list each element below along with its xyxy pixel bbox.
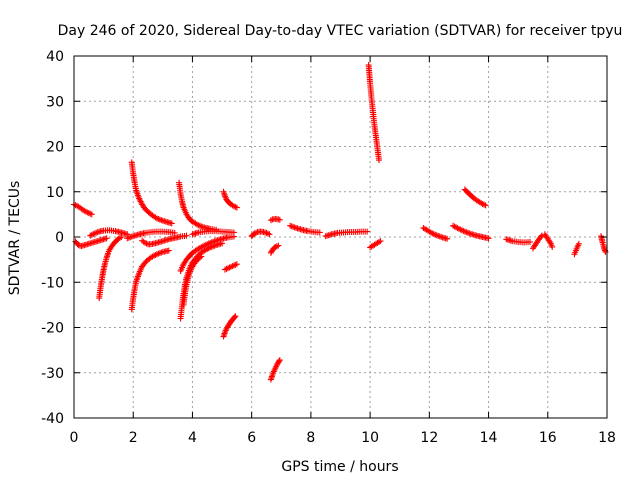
data-point xyxy=(230,229,237,236)
series-arc-18 xyxy=(267,357,283,383)
grid-lines xyxy=(74,56,607,418)
y-tick-label: -20 xyxy=(41,321,64,337)
series-arc-15 xyxy=(220,313,239,340)
data-point xyxy=(103,235,110,242)
y-axis-ticks: -40 -30 -20 -10 0 10 20 30 40 xyxy=(41,49,607,427)
series-arc-11 xyxy=(177,233,237,274)
data-point xyxy=(444,235,451,242)
y-tick-label: 0 xyxy=(55,230,64,246)
x-tick-label: 12 xyxy=(420,430,438,446)
x-tick-label: 4 xyxy=(188,430,197,446)
series-arc-07 xyxy=(124,228,178,242)
series-arc-31 xyxy=(571,240,582,258)
series-arc-19 xyxy=(267,215,283,224)
x-axis-label: GPS time / hours xyxy=(281,459,398,475)
x-tick-label: 18 xyxy=(598,430,616,446)
series-arc-02 xyxy=(72,235,110,250)
data-points xyxy=(71,62,609,383)
series-arc-21 xyxy=(287,222,323,236)
data-point xyxy=(88,211,95,218)
y-tick-label: -30 xyxy=(41,366,64,382)
series-arc-30 xyxy=(541,231,556,250)
y-tick-label: 10 xyxy=(46,185,64,201)
series-arc-06 xyxy=(128,247,172,313)
x-tick-label: 2 xyxy=(129,430,138,446)
data-point xyxy=(377,238,384,245)
series-arc-16 xyxy=(222,261,240,273)
data-point xyxy=(233,261,240,268)
data-point xyxy=(276,357,283,364)
data-point xyxy=(527,238,534,245)
x-tick-label: 6 xyxy=(247,430,256,446)
series-arc-20 xyxy=(267,242,282,256)
x-axis-ticks: 0 2 4 6 8 10 12 14 16 18 xyxy=(70,56,616,446)
data-point xyxy=(364,228,371,235)
chart-title: Day 246 of 2020, Sidereal Day-to-day VTE… xyxy=(58,23,623,39)
data-point xyxy=(602,248,609,255)
data-point xyxy=(267,217,274,224)
x-tick-label: 0 xyxy=(70,430,79,446)
x-tick-label: 16 xyxy=(539,430,557,446)
data-point xyxy=(375,157,382,164)
y-tick-label: 30 xyxy=(46,94,64,110)
y-tick-label: 40 xyxy=(46,49,64,65)
data-point xyxy=(575,240,582,247)
x-tick-label: 14 xyxy=(480,430,498,446)
series-arc-12 xyxy=(180,253,205,308)
data-point xyxy=(482,202,489,209)
series-arc-28 xyxy=(503,236,534,246)
data-point xyxy=(485,235,492,242)
x-tick-label: 8 xyxy=(306,430,315,446)
data-point xyxy=(231,314,238,321)
y-tick-label: -40 xyxy=(41,411,64,427)
series-arc-22 xyxy=(322,228,371,240)
data-point xyxy=(316,229,323,236)
series-arc-01 xyxy=(71,201,95,218)
data-point xyxy=(276,216,283,223)
series-arc-04 xyxy=(87,227,131,239)
y-tick-label: 20 xyxy=(46,140,64,156)
series-arc-03 xyxy=(96,234,125,302)
y-axis-label: SDTVAR / TECUs xyxy=(7,181,23,296)
data-point xyxy=(183,232,190,239)
data-point xyxy=(275,242,282,249)
data-point xyxy=(232,313,239,320)
series-arc-14 xyxy=(220,188,240,211)
data-point xyxy=(168,220,175,227)
series-arc-13 xyxy=(189,228,237,238)
series-arc-17 xyxy=(248,228,273,240)
data-point xyxy=(198,253,205,260)
data-point xyxy=(142,259,149,266)
data-point xyxy=(537,233,544,240)
series-arc-24 xyxy=(367,238,384,251)
data-point xyxy=(263,229,270,236)
data-point xyxy=(266,231,273,238)
series-arc-25 xyxy=(420,224,451,242)
x-tick-label: 10 xyxy=(361,430,379,446)
series-arc-27 xyxy=(450,222,492,242)
data-point xyxy=(276,358,283,365)
y-tick-label: -10 xyxy=(41,275,64,291)
series-arc-23 xyxy=(365,62,382,164)
series-arc-26 xyxy=(461,186,489,209)
data-point xyxy=(233,204,240,211)
data-point xyxy=(165,247,172,254)
series-arc-09 xyxy=(176,179,220,233)
series-arc-08 xyxy=(139,232,190,248)
series-arc-05 xyxy=(128,159,175,227)
data-point xyxy=(549,243,556,250)
